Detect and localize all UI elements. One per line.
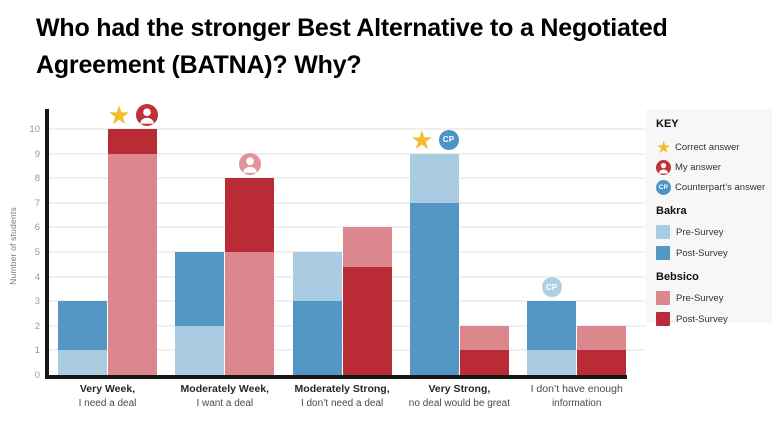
key-label: Pre-Survey bbox=[676, 226, 724, 238]
answer-markers-cat0: ★ bbox=[88, 102, 178, 128]
y-tick-label-9: 9 bbox=[34, 148, 40, 160]
color-swatch bbox=[656, 246, 670, 260]
y-tick-label-2: 2 bbox=[34, 320, 40, 332]
y-tick-label-4: 4 bbox=[34, 271, 40, 283]
key-label: My answer bbox=[675, 161, 721, 173]
key-answer-legend: ★ Correct answer My answer CP Counterpart’s … bbox=[656, 139, 766, 195]
bar-bakra-post-cat2 bbox=[292, 301, 342, 375]
gridline-10 bbox=[49, 128, 645, 130]
answer-markers-cat4: CP bbox=[507, 274, 597, 300]
bar-bakra-post-cat3 bbox=[409, 202, 459, 375]
key-label: Pre-Survey bbox=[676, 292, 724, 304]
correct-answer-star-icon: ★ bbox=[107, 100, 131, 130]
key-label: Correct answer bbox=[675, 141, 740, 153]
category-label-4: I don’t have enough information bbox=[502, 383, 652, 410]
answer-markers-cat3: ★ CP bbox=[389, 127, 479, 153]
key-icon-cell bbox=[656, 159, 675, 175]
bar-bebsico-pre-cat0 bbox=[108, 153, 157, 375]
y-tick-label-1: 1 bbox=[34, 345, 40, 357]
y-tick-label-7: 7 bbox=[34, 197, 40, 209]
correct-answer-star-icon: ★ bbox=[410, 124, 434, 155]
slide-title-line2: Agreement (BATNA)? Why? bbox=[36, 51, 362, 79]
key-swatch-row: Pre-Survey bbox=[656, 224, 766, 240]
gridline-8 bbox=[49, 177, 645, 180]
x-axis-line bbox=[45, 375, 627, 379]
key-label: Counterpart’s answer bbox=[675, 181, 766, 193]
key-icon-cell: CP bbox=[656, 179, 675, 195]
category-label-line1: Very Strong, bbox=[428, 383, 491, 395]
bar-bakra-pre-cat1 bbox=[175, 325, 225, 375]
bar-bakra-pre-cat4 bbox=[527, 350, 577, 375]
key-icon-cell: ★ bbox=[656, 139, 675, 156]
key-swatch-row: Pre-Survey bbox=[656, 290, 766, 306]
slide-title: Who had the stronger Best Alternative to… bbox=[36, 10, 736, 84]
answer-markers-cat1 bbox=[205, 151, 295, 177]
key-label: Post-Survey bbox=[676, 313, 728, 325]
y-tick-label-8: 8 bbox=[34, 173, 40, 185]
bar-bebsico-post-cat3 bbox=[459, 350, 509, 375]
key-row-my-answer: My answer bbox=[656, 159, 766, 175]
bar-bakra-pre-cat0 bbox=[58, 350, 107, 375]
category-label-line2: no deal would be great bbox=[408, 397, 510, 409]
correct-answer-star-icon: ★ bbox=[656, 137, 672, 157]
y-tick-label-6: 6 bbox=[34, 222, 40, 234]
category-label-3: Very Strong, no deal would be great bbox=[384, 383, 534, 410]
key-title: KEY bbox=[656, 118, 679, 130]
y-axis-line bbox=[45, 109, 49, 379]
y-tick-label-0: 0 bbox=[34, 370, 40, 381]
y-tick-label-3: 3 bbox=[34, 296, 40, 308]
category-label-line1: Very Week, bbox=[79, 383, 136, 395]
gridline-9 bbox=[49, 152, 645, 155]
my-answer-icon bbox=[135, 104, 158, 126]
color-swatch bbox=[656, 312, 670, 326]
key-label: Post-Survey bbox=[676, 247, 728, 259]
key-swatch-row: Post-Survey bbox=[656, 245, 766, 261]
category-label-line2: I want a deal bbox=[196, 397, 254, 409]
my-answer-icon bbox=[656, 159, 671, 175]
bar-bebsico-pre-cat1 bbox=[225, 252, 275, 375]
category-label-2: Moderately Strong, I don’t need a deal bbox=[267, 383, 417, 410]
category-label-line1: I don’t have enough bbox=[530, 383, 623, 395]
key-series-legend: Bakra Pre-Survey Post-Survey Bebsico Pre-Sur… bbox=[656, 205, 766, 327]
color-swatch bbox=[656, 225, 670, 239]
my-answer-icon-light bbox=[238, 153, 261, 176]
color-swatch bbox=[656, 291, 670, 305]
category-label-line2: information bbox=[551, 397, 602, 409]
category-label-line2: I don’t need a deal bbox=[300, 397, 384, 409]
y-tick-label-10: 10 bbox=[29, 124, 40, 135]
key-panel: KEY ★ Correct answer My answer CP Counterpar… bbox=[646, 109, 772, 326]
counterpart-answer-icon: CP bbox=[656, 179, 671, 195]
y-tick-label-5: 5 bbox=[34, 247, 40, 258]
key-swatch-row: Post-Survey bbox=[656, 311, 766, 327]
key-group-name: Bebsico bbox=[656, 271, 699, 283]
counterpart-answer-icon-light: CP bbox=[541, 277, 562, 298]
category-label-line1: Moderately Strong, bbox=[294, 383, 390, 395]
category-label-0: Very Week, I need a deal bbox=[33, 383, 183, 410]
category-label-line2: I need a deal bbox=[78, 397, 137, 409]
key-row-counterpart-answer: CP Counterpart’s answer bbox=[656, 179, 766, 195]
category-label-1: Moderately Week, I want a deal bbox=[150, 383, 300, 410]
slide-title-line1: Who had the stronger Best Alternative to… bbox=[36, 14, 668, 42]
key-row-correct-answer: ★ Correct answer bbox=[656, 139, 766, 156]
bar-bebsico-post-cat4 bbox=[577, 350, 627, 375]
counterpart-answer-icon: CP bbox=[438, 129, 459, 150]
gridline-7 bbox=[49, 201, 645, 204]
bar-bebsico-post-cat2 bbox=[342, 266, 392, 375]
category-label-line1: Moderately Week, bbox=[180, 383, 270, 395]
key-group-name: Bakra bbox=[656, 205, 687, 217]
